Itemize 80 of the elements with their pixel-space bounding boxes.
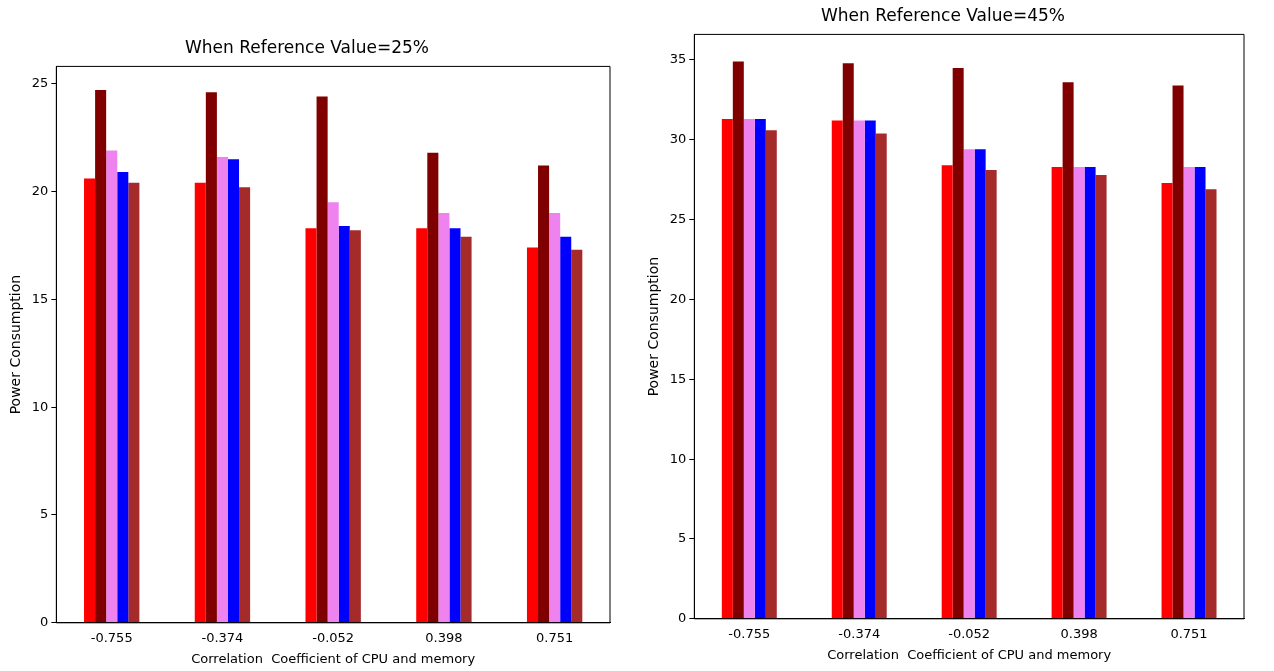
bar xyxy=(743,119,755,619)
bar xyxy=(1073,166,1085,619)
chart-title: When Reference Value=45% xyxy=(821,4,1065,25)
bar xyxy=(205,92,217,623)
bar xyxy=(1051,166,1063,619)
x-tick-label: -0.755 xyxy=(728,625,771,641)
x-tick-label: 0.751 xyxy=(1170,625,1208,641)
bar xyxy=(1183,166,1195,619)
bar xyxy=(1095,174,1107,619)
y-tick-label: 20 xyxy=(669,290,687,306)
bar xyxy=(338,225,350,623)
y-axis-title: Power Consumption xyxy=(645,256,662,397)
bar xyxy=(1084,166,1096,619)
y-tick-label: 5 xyxy=(678,530,687,546)
y-tick-label: 15 xyxy=(669,370,687,386)
bar xyxy=(864,120,876,619)
x-tick-label: 0.398 xyxy=(425,629,463,645)
bar xyxy=(106,150,118,623)
bar xyxy=(732,61,744,619)
bar xyxy=(754,119,766,619)
bar xyxy=(349,230,361,623)
bar xyxy=(427,152,439,623)
bar xyxy=(1062,82,1074,619)
bar xyxy=(842,63,854,619)
y-axis-title: Power Consumption xyxy=(7,274,24,415)
y-tick-label: 5 xyxy=(40,506,49,522)
x-tick-label: -0.052 xyxy=(312,629,355,645)
bar xyxy=(216,156,228,623)
bar xyxy=(239,187,251,623)
bar xyxy=(416,228,428,623)
x-tick-label: 0.751 xyxy=(536,629,574,645)
bar xyxy=(327,202,339,623)
y-tick-label: 25 xyxy=(669,210,687,226)
y-tick-label: 30 xyxy=(669,131,687,147)
bar xyxy=(549,213,561,623)
x-tick-label: -0.755 xyxy=(90,629,133,645)
bar xyxy=(1205,189,1217,619)
y-tick-label: 0 xyxy=(40,614,49,630)
bar xyxy=(526,247,539,623)
y-tick-label: 20 xyxy=(31,182,49,198)
bar xyxy=(974,149,986,619)
bar xyxy=(460,236,472,623)
bar xyxy=(84,178,96,623)
bar xyxy=(305,228,317,623)
chart-title: When Reference Value=25% xyxy=(185,36,429,57)
bar xyxy=(95,90,107,623)
bar xyxy=(538,165,550,623)
x-axis-title: Correlation Coefficient of CPU and memory xyxy=(827,646,1112,662)
x-tick-label: -0.374 xyxy=(838,625,881,641)
y-tick-label: 25 xyxy=(31,75,49,91)
bar xyxy=(985,170,997,619)
bar xyxy=(765,130,777,619)
bar xyxy=(941,165,953,619)
bar xyxy=(117,172,129,623)
bar xyxy=(449,228,461,623)
y-tick-label: 10 xyxy=(31,398,49,414)
x-tick-label: -0.052 xyxy=(948,625,991,641)
bar xyxy=(571,249,583,623)
bar xyxy=(853,120,865,619)
y-tick-label: 35 xyxy=(669,51,687,67)
bar xyxy=(1161,182,1173,619)
bar xyxy=(560,236,572,623)
x-tick-label: 0.398 xyxy=(1060,625,1098,641)
bar xyxy=(1194,166,1206,619)
bar xyxy=(721,119,733,619)
bar xyxy=(963,149,975,619)
y-tick-label: 15 xyxy=(31,290,49,306)
y-tick-label: 10 xyxy=(669,450,687,466)
bar xyxy=(831,120,843,619)
x-tick-label: -0.374 xyxy=(201,629,244,645)
bar xyxy=(952,67,964,619)
bar xyxy=(194,182,206,623)
y-tick-label: 0 xyxy=(678,610,687,626)
x-axis-title: Correlation Coefficient of CPU and memory xyxy=(191,650,476,666)
bar xyxy=(316,96,328,623)
bar xyxy=(1172,85,1184,619)
bar xyxy=(438,213,450,623)
bar xyxy=(227,159,240,623)
bar xyxy=(875,133,887,619)
bar xyxy=(128,182,140,623)
